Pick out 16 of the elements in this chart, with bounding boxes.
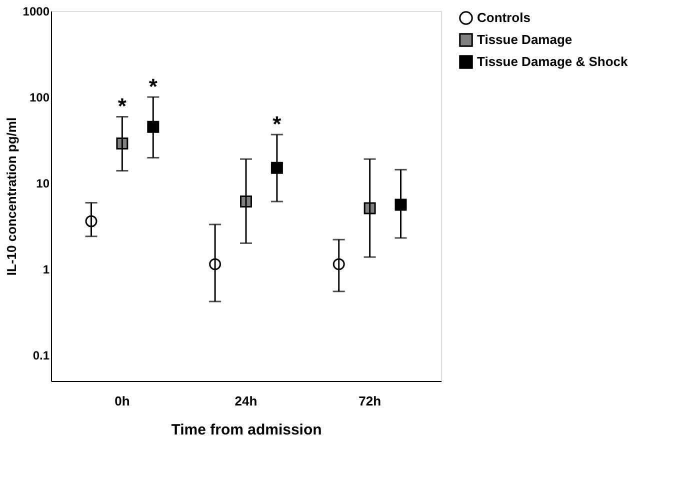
annotation: * [272, 112, 282, 137]
y-tick-label: 100 [29, 90, 50, 105]
legend-label: Tissue Damage & Shock [477, 54, 629, 69]
y-tick-label: 10 [36, 176, 50, 191]
x-tick-label: 0h [114, 394, 130, 408]
y-tick-label: 1 [42, 262, 50, 277]
y-tick-label: 1000 [22, 4, 50, 18]
y-axis-title: IL-10 concentration pg/ml [4, 117, 19, 276]
x-tick-label: 72h [358, 394, 382, 408]
annotation: * [148, 74, 158, 100]
y-tick-label: 0.1 [32, 348, 50, 363]
x-tick-label: 24h [234, 394, 258, 408]
legend-label: Controls [477, 10, 530, 25]
x-axis-title: Time from admission [171, 422, 322, 438]
legend-label: Tissue Damage [477, 32, 572, 47]
annotation: * [118, 94, 127, 119]
